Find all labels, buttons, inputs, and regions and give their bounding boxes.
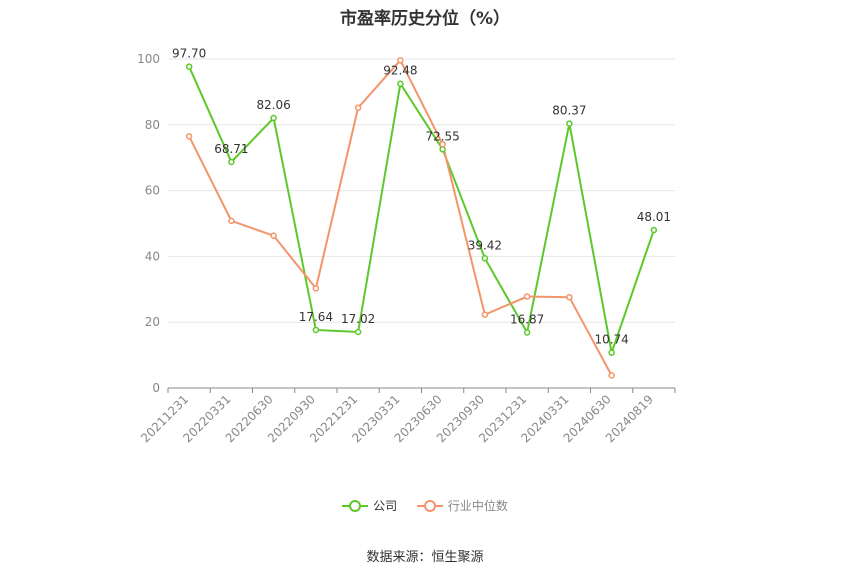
y-tick-label: 100 <box>137 52 160 66</box>
data-label: 10.74 <box>594 333 628 347</box>
data-point-1 <box>523 293 531 300</box>
data-label: 17.02 <box>341 312 375 326</box>
data-point-1 <box>354 104 362 111</box>
data-label: 92.48 <box>383 64 417 78</box>
data-point-1 <box>228 217 235 225</box>
data-label: 80.37 <box>552 104 586 118</box>
series-lines <box>185 57 658 379</box>
data-point-0 <box>608 349 615 356</box>
data-point-0 <box>397 80 404 87</box>
y-tick-label: 60 <box>145 184 160 198</box>
legend-label-company: 公司 <box>373 499 398 513</box>
data-point-0 <box>354 328 362 336</box>
data-point-0 <box>481 255 489 262</box>
data-point-1 <box>481 311 489 318</box>
data-label: 82.06 <box>256 98 290 112</box>
data-point-1 <box>312 285 320 292</box>
data-point-1 <box>608 372 615 379</box>
legend-label-industry-median: 行业中位数 <box>447 499 508 513</box>
legend-item-industry-median[interactable]: 行业中位数 <box>416 497 508 514</box>
data-label: 72.55 <box>425 129 459 143</box>
data-label: 16.87 <box>510 312 544 326</box>
legend: 公司 行业中位数 <box>0 497 850 516</box>
data-point-0 <box>228 158 235 166</box>
axes: 0204060801002021123120220331202206302022… <box>137 52 676 445</box>
data-label: 39.42 <box>468 238 502 252</box>
legend-swatch-company <box>342 499 369 513</box>
data-label: 48.01 <box>637 210 671 224</box>
data-point-0 <box>439 146 446 153</box>
legend-swatch-industry-median <box>416 499 443 513</box>
chart-title: 市盈率历史分位（%） <box>339 9 511 29</box>
data-label: 17.64 <box>299 310 333 324</box>
data-point-1 <box>397 57 404 64</box>
grid-lines <box>168 58 675 323</box>
data-point-0 <box>270 114 277 122</box>
data-point-1 <box>270 232 277 239</box>
data-label: 68.71 <box>214 142 248 156</box>
data-point-0 <box>312 326 320 334</box>
data-point-1 <box>566 293 573 301</box>
legend-item-company[interactable]: 公司 <box>342 497 397 514</box>
data-source-note: 数据来源：恒生聚源 <box>366 550 484 565</box>
data-point-0 <box>185 63 193 70</box>
series-line-1 <box>188 58 613 376</box>
data-point-0 <box>566 120 573 127</box>
y-tick-label: 20 <box>145 315 160 329</box>
data-label: 97.70 <box>172 47 206 61</box>
y-tick-label: 80 <box>145 118 160 132</box>
data-point-0 <box>523 329 531 336</box>
data-labels: 97.70 68.71 82.06 17.64 17.02 92.48 72.55 39.42… <box>172 47 671 347</box>
y-tick-label: 40 <box>145 249 160 263</box>
y-tick-label: 0 <box>152 381 160 395</box>
data-point-1 <box>439 140 446 148</box>
data-point-0 <box>650 226 658 234</box>
series-line-0 <box>188 66 655 357</box>
data-point-1 <box>185 133 193 140</box>
